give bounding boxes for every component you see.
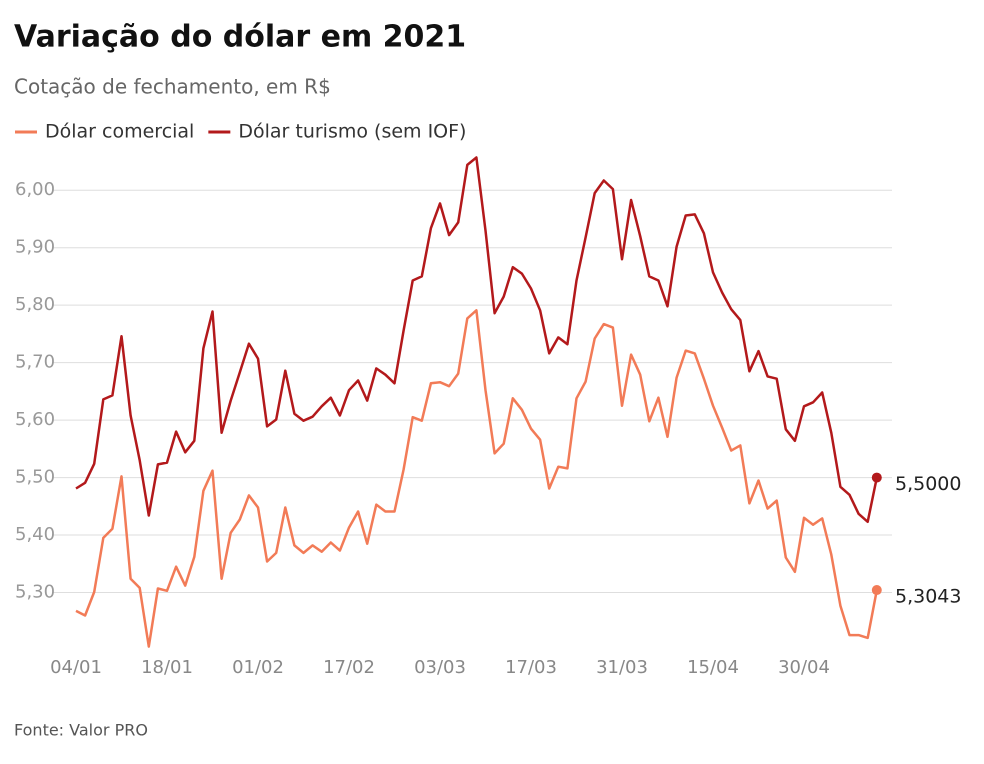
y-tick-label: 5,90 — [15, 237, 55, 258]
x-tick-label: 31/03 — [596, 657, 648, 678]
line-series — [75, 156, 879, 524]
y-tick-label: 5,60 — [15, 409, 55, 430]
y-tick-label: 5,30 — [15, 582, 55, 603]
line-series — [75, 309, 879, 648]
x-tick-label: 01/02 — [232, 657, 284, 678]
value-label: 5,3043 — [895, 586, 961, 608]
y-tick-label: 5,70 — [15, 352, 55, 373]
value-label: 5,5000 — [895, 473, 961, 495]
chart-subtitle: Cotação de fechamento, em R$ — [14, 75, 331, 99]
y-tick-label: 5,80 — [15, 294, 55, 315]
legend-label: Dólar turismo (sem IOF) — [238, 121, 466, 143]
x-tick-label: 17/03 — [505, 657, 557, 678]
legend-label: Dólar comercial — [45, 121, 194, 143]
y-tick-label: 5,50 — [15, 467, 55, 488]
source: Fonte: Valor PRO — [14, 721, 148, 740]
x-tick-label: 04/01 — [50, 657, 102, 678]
x-tick-label: 17/02 — [323, 657, 375, 678]
x-tick-label: 15/04 — [687, 657, 739, 678]
x-tick-label: 30/04 — [778, 657, 830, 678]
end-point — [871, 585, 882, 596]
x-tick-label: 03/03 — [414, 657, 466, 678]
end-point — [871, 472, 882, 483]
chart-title: Variação do dólar em 2021 — [14, 20, 466, 55]
y-tick-label: 6,00 — [15, 179, 55, 200]
y-tick-label: 5,40 — [15, 524, 55, 545]
x-tick-label: 18/01 — [141, 657, 193, 678]
